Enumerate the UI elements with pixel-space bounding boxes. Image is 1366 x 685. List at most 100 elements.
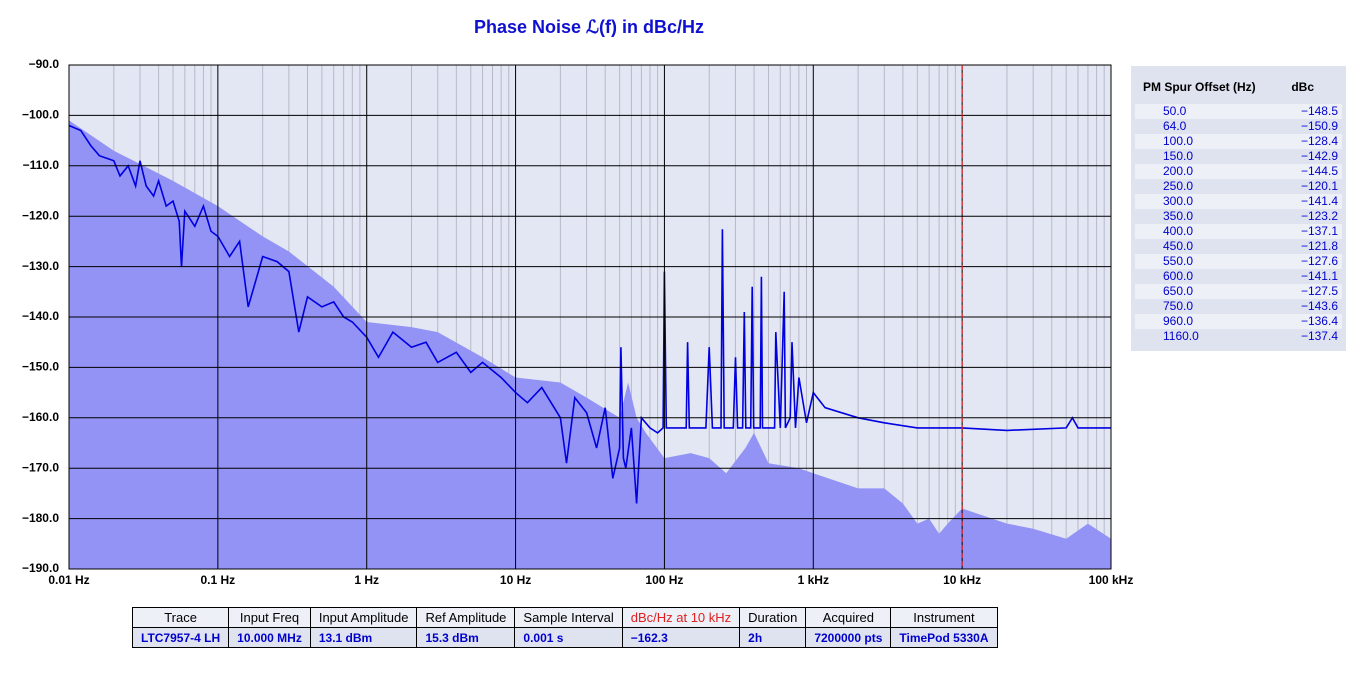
- spur-cell: −127.5: [1280, 284, 1342, 299]
- spur-row: 50.0 −148.5: [1135, 104, 1342, 119]
- spur-cell: 550.0: [1135, 254, 1281, 269]
- spur-cell: −123.2: [1300, 209, 1338, 223]
- spur-cell: 400.0: [1135, 224, 1281, 239]
- spur-body: 50.0 −148.5 64.0 −150.9 100.0 −128.4 150.0 −142…: [1135, 104, 1342, 344]
- spur-row: 650.0 −127.5: [1135, 284, 1342, 299]
- spur-row: 400.0 −137.1: [1135, 224, 1342, 239]
- spur-cell: −137.4: [1300, 329, 1338, 343]
- spur-cell: −141.1: [1300, 269, 1338, 283]
- y-tick-label: −150.0: [22, 360, 59, 374]
- y-tick-label: −160.0: [22, 410, 59, 424]
- spur-row: 200.0 −144.5: [1135, 164, 1342, 179]
- phase-noise-line: [68, 124, 1111, 504]
- spur-cell: −142.9: [1300, 149, 1338, 163]
- spur-row: 550.0 −127.6: [1135, 254, 1342, 269]
- spur-cell: −127.6: [1280, 254, 1342, 269]
- y-tick-label: −190.0: [22, 561, 59, 575]
- x-tick-label: 10 Hz: [500, 573, 531, 587]
- spur-row: 250.0 −120.1: [1135, 179, 1342, 194]
- info-value-cell: 10.000 MHz: [228, 627, 311, 648]
- info-value-cell: 2h: [739, 627, 807, 648]
- spur-header-cell: PM Spur Offset (Hz): [1143, 80, 1256, 94]
- spur-cell: 350.0: [1163, 209, 1194, 223]
- spur-row: 100.0 −128.4: [1135, 134, 1342, 149]
- y-tick-label: −130.0: [22, 259, 59, 273]
- spur-row: 1160.0 −137.4: [1135, 329, 1342, 344]
- info-header-cell: Sample Interval: [514, 607, 623, 628]
- plot-border: [68, 64, 1112, 570]
- spur-cell: −144.5: [1280, 164, 1342, 179]
- y-tick-label: −180.0: [22, 511, 59, 525]
- info-header-cell: Ref Amplitude: [416, 607, 516, 628]
- info-values: LTC7957-4 LH 10.000 MHz 13.1 dBm 15.3 dBm 0.…: [131, 627, 998, 648]
- spur-cell: 300.0: [1135, 194, 1281, 209]
- spur-cell: 150.0: [1163, 149, 1194, 163]
- spur-header: PM Spur Offset (Hz) dBc: [1135, 70, 1342, 104]
- info-header-cell: dBc/Hz at 10 kHz: [621, 607, 741, 628]
- spur-row: 450.0 −121.8: [1135, 239, 1342, 254]
- x-tick-label: 10 kHz: [943, 573, 981, 587]
- spur-cell: 64.0: [1163, 119, 1187, 133]
- data: [68, 120, 1111, 570]
- spur-cell: −137.1: [1280, 224, 1342, 239]
- x-tick-label: 100 Hz: [645, 573, 683, 587]
- y-tick-label: −140.0: [22, 309, 59, 323]
- spur-cell: 960.0: [1135, 314, 1281, 329]
- info-header-cell: Duration: [739, 607, 807, 628]
- info-value-cell: TimePod 5330A: [890, 627, 998, 648]
- noise-floor-area: [69, 120, 1111, 570]
- spur-cell: 1160.0: [1163, 329, 1199, 343]
- spur-cell: −150.9: [1300, 119, 1338, 133]
- spur-table: PM Spur Offset (Hz) dBc 50.0 −148.5 64.0 −150…: [1131, 66, 1346, 351]
- spur-row: 300.0 −141.4: [1135, 194, 1342, 209]
- spur-cell: −128.4: [1280, 134, 1342, 149]
- info-value-cell: 15.3 dBm: [416, 627, 516, 648]
- spur-grid: PM Spur Offset (Hz) dBc 50.0 −148.5 64.0 −150…: [1135, 70, 1342, 344]
- info-header: Trace Input Freq Input Amplitude Ref Amplit…: [131, 607, 998, 628]
- info-table: Trace Input Freq Input Amplitude Ref Amplit…: [131, 607, 998, 648]
- info-value-cell: LTC7957-4 LH: [131, 627, 230, 648]
- y-tick-label: −110.0: [23, 158, 60, 172]
- spur-cell: −141.4: [1280, 194, 1342, 209]
- spur-cell: 50.0: [1135, 104, 1281, 119]
- chart-title: Phase Noise ℒ(f) in dBc/Hz: [474, 17, 704, 37]
- info-header-cell: Input Amplitude: [309, 607, 418, 628]
- x-tick-label: 100 kHz: [1089, 573, 1134, 587]
- axes: 0.01 Hz 0.1 Hz 1 Hz 10 Hz 100 Hz 1 kHz 10 kHz 1…: [22, 57, 1133, 587]
- spur-cell: −136.4: [1280, 314, 1342, 329]
- x-tick-label: 0.1 Hz: [201, 573, 236, 587]
- spur-header-cell: dBc: [1291, 80, 1314, 94]
- info-value-cell: 0.001 s: [514, 627, 623, 648]
- info-header-cell: Acquired: [805, 607, 892, 628]
- info-header-cell: Trace: [131, 607, 230, 628]
- spur-cell: −143.6: [1300, 299, 1338, 313]
- y-tick-label: −100.0: [22, 108, 59, 122]
- spur-cell: 650.0: [1135, 284, 1281, 299]
- info-header-cell: Instrument: [890, 607, 998, 628]
- spur-cell: 600.0: [1163, 269, 1194, 283]
- spur-row: 64.0 −150.9: [1135, 119, 1342, 134]
- x-tick-label: 1 Hz: [354, 573, 379, 587]
- spur-cell: 750.0: [1163, 299, 1194, 313]
- x-tick-label: 1 kHz: [798, 573, 829, 587]
- spur-cell: 450.0: [1163, 239, 1194, 253]
- chart: Phase Noise ℒ(f) in dBc/Hz 0.01 Hz 0.1 Hz…: [22, 17, 1133, 587]
- info-value-cell: 7200000 pts: [805, 627, 892, 648]
- spur-row: 350.0 −123.2: [1135, 209, 1342, 224]
- spur-row: 600.0 −141.1: [1135, 269, 1342, 284]
- x-tick-label: 0.01 Hz: [48, 573, 89, 587]
- spur-row: 960.0 −136.4: [1135, 314, 1342, 329]
- y-tick-label: −170.0: [22, 460, 59, 474]
- spur-row: 150.0 −142.9: [1135, 149, 1342, 164]
- spur-cell: −120.1: [1300, 179, 1338, 193]
- spur-cell: 100.0: [1135, 134, 1281, 149]
- info-header-cell: Input Freq: [228, 607, 311, 628]
- spur-cell: 250.0: [1163, 179, 1194, 193]
- info-value-cell: −162.3: [621, 627, 741, 648]
- y-tick-label: −90.0: [29, 57, 60, 71]
- spur-cell: 200.0: [1135, 164, 1281, 179]
- info-value-cell: 13.1 dBm: [309, 627, 418, 648]
- spur-cell: −121.8: [1300, 239, 1338, 253]
- spur-row: 750.0 −143.6: [1135, 299, 1342, 314]
- y-tick-label: −120.0: [22, 208, 59, 222]
